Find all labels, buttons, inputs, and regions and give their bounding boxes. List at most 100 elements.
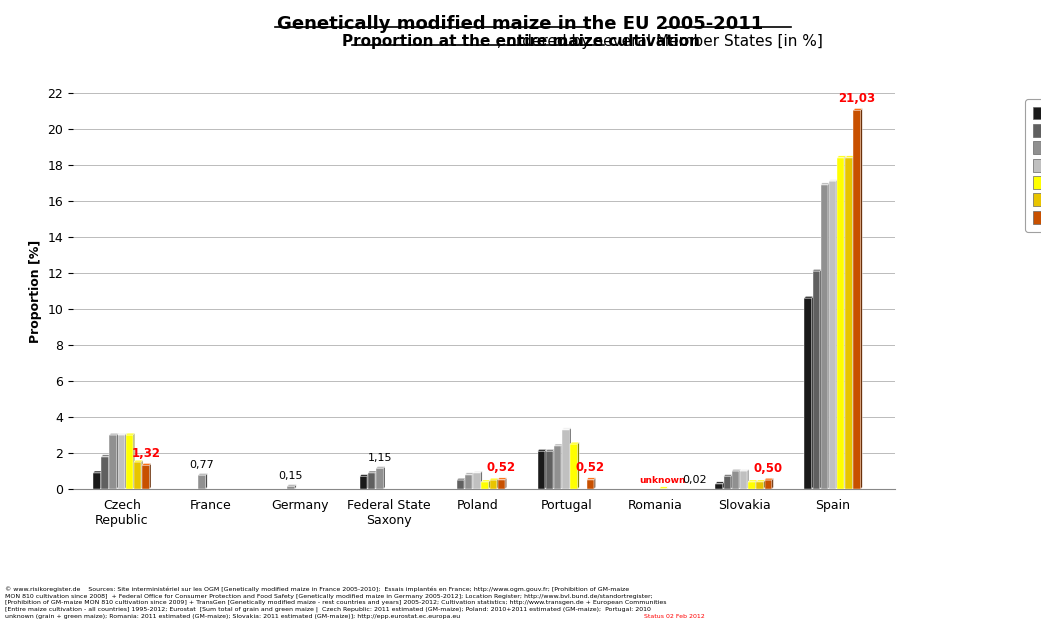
Polygon shape — [562, 430, 569, 489]
Polygon shape — [117, 433, 119, 489]
Polygon shape — [474, 473, 481, 489]
Polygon shape — [836, 180, 838, 489]
Polygon shape — [482, 480, 490, 482]
Polygon shape — [747, 469, 748, 489]
Polygon shape — [837, 156, 846, 158]
Polygon shape — [369, 473, 376, 489]
Polygon shape — [805, 297, 813, 298]
Polygon shape — [731, 475, 733, 489]
Text: 0,50: 0,50 — [754, 462, 783, 475]
Polygon shape — [845, 156, 854, 158]
Polygon shape — [723, 477, 731, 489]
Polygon shape — [545, 449, 555, 451]
Polygon shape — [473, 473, 474, 489]
Polygon shape — [133, 433, 134, 489]
Polygon shape — [659, 487, 668, 488]
Polygon shape — [562, 428, 572, 430]
Polygon shape — [109, 435, 117, 489]
Polygon shape — [805, 298, 812, 489]
Polygon shape — [497, 478, 499, 489]
Text: 1,32: 1,32 — [131, 447, 160, 460]
Polygon shape — [108, 455, 110, 489]
Polygon shape — [739, 469, 740, 489]
Polygon shape — [498, 478, 507, 480]
Polygon shape — [722, 482, 725, 489]
Polygon shape — [569, 428, 572, 489]
Polygon shape — [812, 297, 813, 489]
Polygon shape — [464, 478, 465, 489]
Text: Proportion at the entire maize cultivation: Proportion at the entire maize cultivati… — [341, 34, 700, 49]
Polygon shape — [545, 449, 547, 489]
Polygon shape — [715, 483, 722, 489]
Polygon shape — [206, 474, 207, 489]
Polygon shape — [723, 475, 733, 477]
Polygon shape — [369, 471, 377, 473]
Polygon shape — [143, 464, 151, 465]
Polygon shape — [845, 158, 853, 489]
Polygon shape — [474, 471, 482, 473]
Polygon shape — [820, 183, 830, 184]
Polygon shape — [142, 460, 143, 489]
Polygon shape — [578, 442, 579, 489]
Polygon shape — [748, 482, 756, 489]
Polygon shape — [101, 455, 110, 457]
Polygon shape — [457, 480, 464, 489]
Polygon shape — [537, 451, 545, 489]
Polygon shape — [118, 433, 126, 435]
Polygon shape — [93, 473, 101, 489]
Polygon shape — [118, 435, 125, 489]
Text: 0,77: 0,77 — [189, 460, 214, 470]
Polygon shape — [287, 485, 296, 487]
Polygon shape — [465, 473, 474, 475]
Polygon shape — [376, 471, 377, 489]
Polygon shape — [587, 480, 594, 489]
Polygon shape — [553, 449, 555, 489]
Polygon shape — [587, 478, 595, 480]
Polygon shape — [199, 474, 207, 475]
Polygon shape — [101, 457, 108, 489]
Polygon shape — [134, 462, 142, 489]
Text: Genetically modified maize in the EU 2005-2011: Genetically modified maize in the EU 200… — [277, 15, 764, 33]
Polygon shape — [757, 482, 764, 489]
Polygon shape — [756, 480, 757, 489]
Text: 0,52: 0,52 — [576, 461, 605, 474]
Polygon shape — [820, 269, 821, 489]
Polygon shape — [376, 467, 385, 469]
Polygon shape — [829, 180, 838, 181]
Polygon shape — [367, 475, 369, 489]
Polygon shape — [764, 480, 765, 489]
Text: 1,15: 1,15 — [367, 453, 392, 463]
Polygon shape — [489, 480, 497, 489]
Polygon shape — [561, 444, 563, 489]
Polygon shape — [715, 482, 725, 483]
Text: 0,52: 0,52 — [487, 461, 516, 474]
Polygon shape — [740, 469, 748, 471]
Polygon shape — [109, 433, 119, 435]
Polygon shape — [829, 183, 830, 489]
Polygon shape — [457, 478, 465, 480]
Polygon shape — [757, 480, 765, 482]
Polygon shape — [295, 485, 296, 489]
Polygon shape — [134, 460, 143, 462]
Polygon shape — [666, 487, 668, 489]
Polygon shape — [287, 487, 295, 489]
Polygon shape — [101, 471, 102, 489]
Polygon shape — [498, 480, 505, 489]
Text: 0,15: 0,15 — [279, 471, 303, 481]
Polygon shape — [594, 478, 595, 489]
Polygon shape — [545, 451, 553, 489]
Polygon shape — [465, 475, 473, 489]
Polygon shape — [570, 444, 578, 489]
Polygon shape — [505, 478, 507, 489]
Polygon shape — [554, 444, 563, 446]
Polygon shape — [837, 158, 844, 489]
Polygon shape — [126, 435, 133, 489]
Polygon shape — [537, 449, 547, 451]
Polygon shape — [126, 433, 134, 435]
Polygon shape — [360, 475, 369, 477]
Polygon shape — [360, 477, 367, 489]
Text: 21,03: 21,03 — [839, 92, 875, 105]
Polygon shape — [732, 469, 740, 471]
Polygon shape — [853, 156, 854, 489]
Polygon shape — [844, 156, 846, 489]
